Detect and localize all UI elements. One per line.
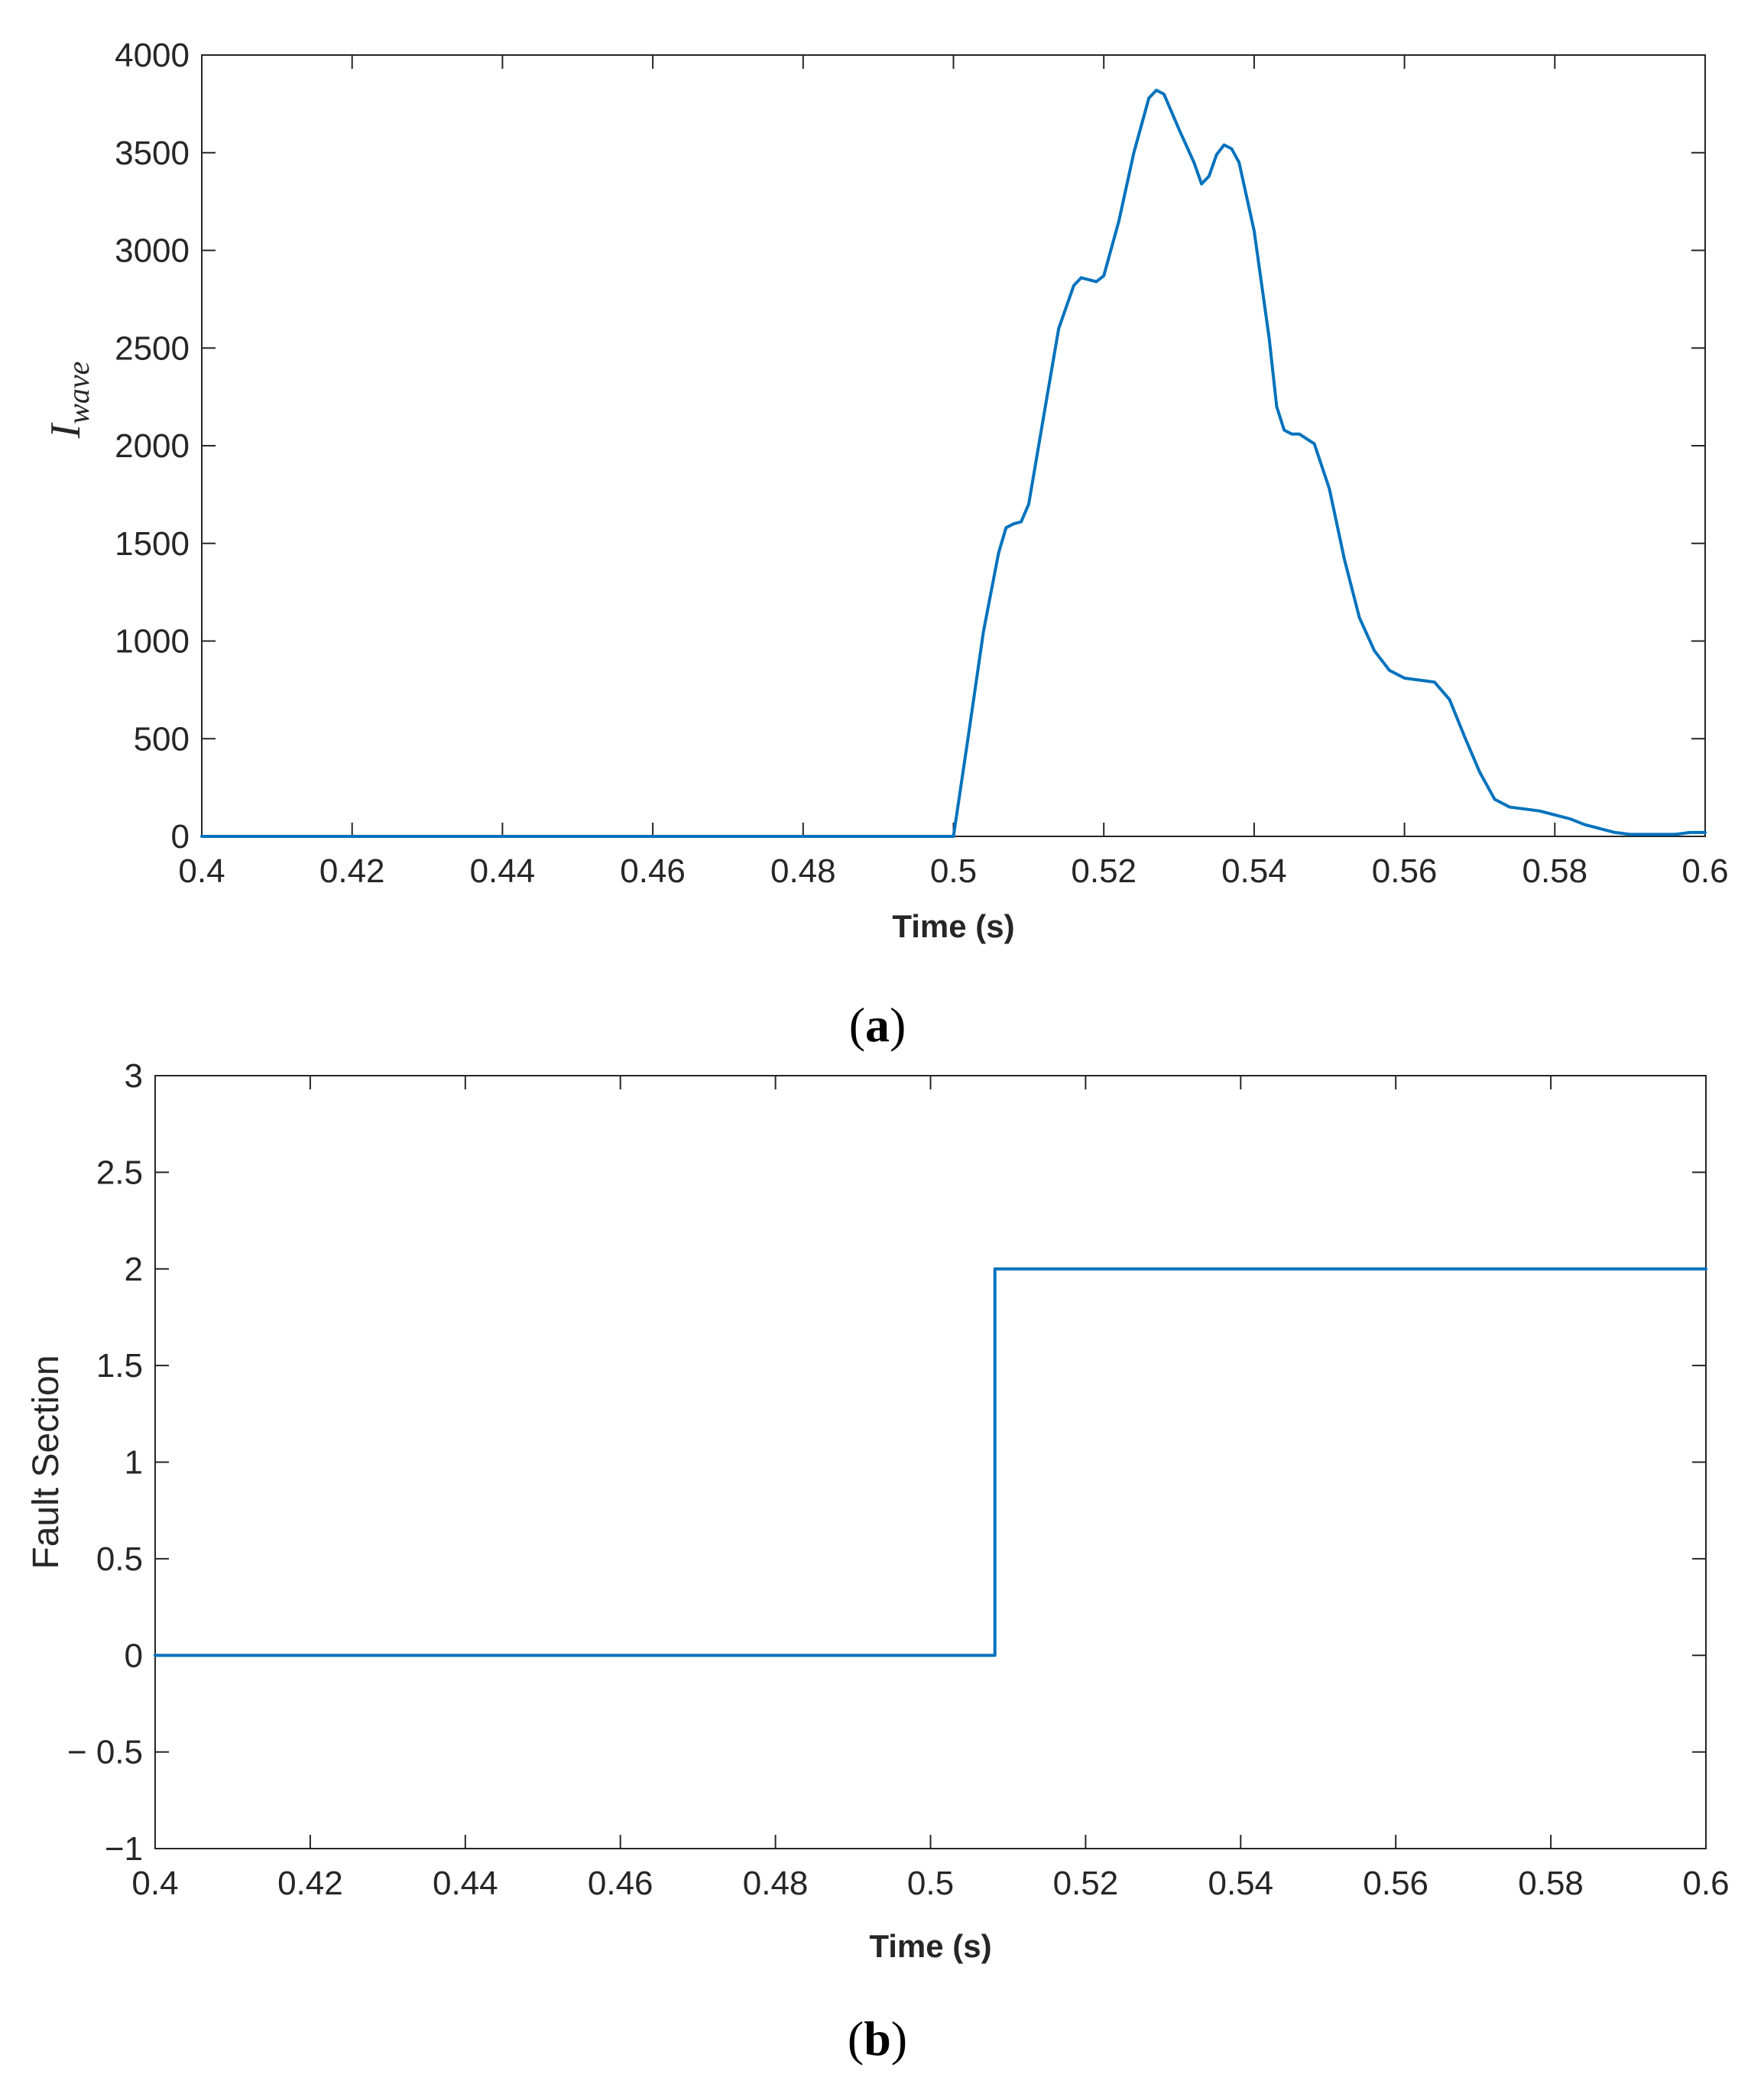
chart-a-xtick-label: 0.54 bbox=[1221, 852, 1287, 890]
chart-b-ytick-label: 1 bbox=[125, 1444, 143, 1482]
chart-a-xtick-label: 0.48 bbox=[770, 852, 836, 890]
chart-a-xticks: 0.4 0.42 0.44 0.46 0.48 0.5 0.52 0.54 0.56 0.58 0.… bbox=[178, 55, 1729, 890]
chart-a-xtick-label: 0.5 bbox=[930, 852, 977, 890]
chart-a-xtick-label: 0.42 bbox=[319, 852, 385, 890]
chart-a-ytick-label: 3500 bbox=[115, 135, 190, 172]
chart-b-xtick-label: 0.46 bbox=[588, 1865, 653, 1902]
chart-b-xtick-label: 0.52 bbox=[1053, 1865, 1119, 1902]
chart-b: 0.4 0.42 0.44 0.46 0.48 0.5 0.52 0.54 0.56 0.58 0.… bbox=[26, 1057, 1730, 2066]
chart-a-series bbox=[200, 89, 1707, 838]
chart-b-ytick-label: 0 bbox=[125, 1637, 143, 1674]
chart-b-xtick-label: 0.48 bbox=[743, 1865, 809, 1902]
chart-a-xtick-label: 0.6 bbox=[1681, 852, 1728, 890]
chart-a-xtick-label: 0.58 bbox=[1522, 852, 1587, 890]
chart-b-series bbox=[154, 1267, 1707, 1657]
panel-a-label: (a) bbox=[849, 998, 906, 1052]
chart-b-ytick-label: − 0.5 bbox=[67, 1734, 143, 1771]
chart-a-ytick-label: 500 bbox=[134, 720, 190, 758]
chart-b-xtick-label: 0.54 bbox=[1208, 1865, 1273, 1902]
chart-b-ytick-label: 2.5 bbox=[96, 1154, 143, 1191]
chart-b-xtick-label: 0.5 bbox=[907, 1865, 954, 1902]
chart-b-ytick-label: 0.5 bbox=[96, 1540, 143, 1578]
chart-b-xtick-label: 0.58 bbox=[1518, 1865, 1584, 1902]
chart-b-xtick-label: 0.56 bbox=[1363, 1865, 1428, 1902]
chart-a-xtick-label: 0.4 bbox=[178, 852, 225, 890]
chart-a-ytick-label: 2500 bbox=[115, 330, 190, 367]
chart-b-xtick-label: 0.42 bbox=[277, 1865, 343, 1902]
chart-a-ytick-label: 4000 bbox=[115, 37, 190, 74]
panel-b-label-letter: b bbox=[864, 2011, 891, 2066]
chart-a-ytick-label: 3000 bbox=[115, 232, 190, 270]
chart-b-xlabel: Time (s) bbox=[869, 1928, 991, 1964]
chart-a-xtick-label: 0.52 bbox=[1071, 852, 1137, 890]
panel-a-label-close: ) bbox=[890, 998, 906, 1052]
chart-b-ylabel: Fault Section bbox=[26, 1355, 66, 1569]
chart-b-xtick-label: 0.44 bbox=[433, 1865, 498, 1902]
chart-b-series-line bbox=[154, 1267, 1707, 1657]
panel-b-label: (b) bbox=[848, 2011, 907, 2066]
chart-a-ytick-label: 0 bbox=[171, 818, 190, 855]
panel-b-label-close: ) bbox=[891, 2011, 907, 2066]
chart-a-xlabel: Time (s) bbox=[892, 908, 1014, 944]
chart-b-yticks: −1 − 0.5 0 0.5 1 1.5 2 2.5 3 bbox=[67, 1057, 1706, 1868]
panel-a-label-letter: a bbox=[865, 998, 890, 1052]
panel-a-label-open: ( bbox=[849, 998, 865, 1052]
chart-a-ytick-label: 1500 bbox=[115, 525, 190, 563]
chart-a-ylabel-main: I bbox=[42, 422, 89, 439]
chart-a-ytick-label: 1000 bbox=[115, 623, 190, 661]
chart-a-xtick-label: 0.56 bbox=[1372, 852, 1438, 890]
chart-a-ylabel-subscript: wave bbox=[61, 362, 96, 424]
chart-a-xtick-label: 0.46 bbox=[620, 852, 686, 890]
panel-b-label-open: ( bbox=[848, 2011, 864, 2066]
chart-b-ytick-label: 1.5 bbox=[96, 1347, 143, 1385]
chart-a-ylabel: Iwave bbox=[42, 362, 96, 440]
chart-a: 0.4 0.42 0.44 0.46 0.48 0.5 0.52 0.54 0.56 0.58 0.… bbox=[42, 37, 1729, 1052]
chart-a-xtick-label: 0.44 bbox=[470, 852, 536, 890]
chart-b-xticks: 0.4 0.42 0.44 0.46 0.48 0.5 0.52 0.54 0.56 0.58 0.… bbox=[131, 1076, 1730, 1902]
chart-a-ytick-label: 2000 bbox=[115, 427, 190, 465]
chart-b-xtick-label: 0.6 bbox=[1682, 1865, 1729, 1902]
chart-a-series-line bbox=[200, 89, 1707, 838]
chart-a-yticks: 0 500 1000 1500 2000 2500 3000 3500 4000 bbox=[115, 37, 1705, 855]
chart-b-ytick-label: −1 bbox=[105, 1830, 143, 1868]
chart-b-ytick-label: 3 bbox=[125, 1057, 143, 1095]
chart-b-xtick-label: 0.4 bbox=[131, 1865, 178, 1902]
chart-b-ytick-label: 2 bbox=[125, 1251, 143, 1288]
